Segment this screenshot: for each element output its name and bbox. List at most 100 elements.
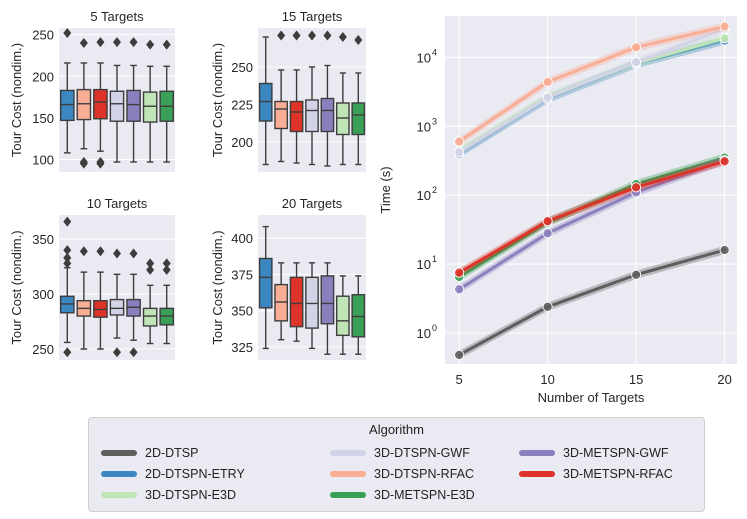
box-3D-DTSPN-E3D [142, 258, 158, 345]
flier [146, 39, 155, 50]
box-iqr [274, 100, 289, 130]
box-3D-DTSPN-GWF [109, 248, 125, 358]
data-point [719, 21, 730, 32]
series-3D-DTSPN-GWF [454, 23, 730, 158]
flier [96, 158, 105, 169]
legend-label: 3D-DTSPN-RFAC [374, 467, 475, 481]
series-2D-DTSP [454, 244, 730, 361]
legend-label: 3D-METSPN-RFAC [563, 467, 673, 481]
box-3D-DTSPN-E3D [335, 32, 350, 166]
box-3D-DTSPN-E3D [142, 39, 158, 163]
box-3D-METSPN-E3D [351, 35, 366, 166]
box-iqr [305, 99, 319, 133]
y-tick-label: 375 [231, 267, 253, 282]
data-point [454, 267, 465, 278]
flier [63, 252, 72, 263]
boxplot-panel-1: 100 150 200 250 5 Targets Tour Cost (nondim.) [9, 9, 175, 172]
series-line [457, 248, 727, 357]
box-3D-METSPN-GWF [126, 37, 141, 163]
box-iqr [258, 257, 273, 309]
flier [96, 246, 105, 257]
box-3D-METSPN-RFAC [93, 37, 108, 169]
data-point [719, 244, 730, 256]
legend-label: 2D-DTSPN-ETRY [145, 467, 245, 481]
legend-swatch [519, 450, 555, 456]
box-3D-DTSPN-GWF [305, 262, 319, 350]
flier [63, 27, 72, 38]
flier [113, 37, 121, 48]
y-tick-label: 100 [32, 153, 54, 168]
panel-title: 10 Targets [87, 196, 148, 211]
y-tick-label: 250 [32, 28, 54, 43]
legend-item-2d-dtsp: 2D-DTSP [101, 444, 198, 462]
box-2D-DTSPN-ETRY [59, 216, 75, 358]
data-point [542, 216, 553, 227]
box-3D-DTSPN-RFAC [274, 262, 289, 341]
legend-title: Algorithm [369, 422, 424, 437]
data-point [542, 228, 553, 239]
y-tick-label: 10 [417, 188, 431, 203]
box-3D-METSPN-RFAC [289, 262, 304, 342]
legend-swatch [330, 471, 366, 477]
box-3D-METSPN-RFAC [93, 246, 108, 350]
flier [338, 32, 347, 42]
x-axis-label: Number of Targets [538, 390, 645, 405]
data-point [454, 284, 465, 295]
flier [96, 37, 105, 48]
flier [63, 258, 72, 269]
box-iqr [142, 307, 158, 327]
data-point [719, 156, 730, 167]
legend-item-3d-metspn-e3d: 3D-METSPN-E3D [330, 486, 475, 504]
flier [292, 30, 301, 41]
y-tick-exponent: 0 [432, 323, 437, 333]
box-3D-METSPN-E3D [159, 39, 175, 163]
series-3D-DTSPN-RFAC [454, 21, 730, 147]
series-line [457, 27, 727, 154]
box-3D-METSPN-E3D [351, 275, 366, 355]
y-tick-exponent: 4 [432, 47, 437, 57]
legend-item-3d-dtspn-e3d: 3D-DTSPN-E3D [101, 486, 236, 504]
series-line [457, 159, 727, 275]
legend-item-2d-dtspn-etry: 2D-DTSPN-ETRY [101, 465, 245, 483]
y-tick-label: 200 [32, 69, 54, 84]
box-iqr [258, 82, 273, 122]
data-point [631, 42, 642, 53]
x-tick-label: 15 [629, 372, 643, 387]
flier [79, 246, 88, 257]
legend-swatch [101, 492, 137, 498]
box-3D-DTSPN-GWF [305, 30, 319, 166]
box-iqr [289, 276, 304, 328]
box-3D-DTSPN-RFAC [76, 246, 92, 350]
y-tick-label: 10 [417, 119, 431, 134]
box-iqr [76, 88, 92, 121]
box-iqr [320, 275, 335, 325]
legend-swatch [330, 450, 366, 456]
box-iqr [351, 294, 366, 338]
x-tick-label: 20 [717, 372, 731, 387]
box-iqr [109, 298, 125, 316]
legend-swatch [101, 450, 137, 456]
legend: Algorithm 2D-DTSP 3D-DTSPN-GWF 3D-METSPN-G… [88, 417, 705, 512]
y-tick-label: 200 [231, 135, 253, 150]
flier [113, 347, 121, 358]
flier [129, 37, 138, 48]
legend-swatch [101, 471, 137, 477]
y-tick-exponent: 3 [432, 116, 437, 126]
legend-swatch [519, 471, 555, 477]
flier [63, 245, 72, 256]
box-3D-METSPN-GWF [320, 262, 335, 355]
data-point [454, 147, 465, 158]
flier [162, 39, 171, 50]
data-point [631, 57, 642, 68]
y-tick-label: 350 [32, 232, 54, 247]
x-tick-label: 10 [540, 372, 554, 387]
y-tick-label: 150 [32, 111, 54, 126]
legend-label: 3D-METSPN-GWF [563, 446, 669, 460]
y-axis-label: Tour Cost (nondim.) [9, 43, 24, 157]
flier [79, 158, 88, 169]
y-axis-label: Tour Cost (nondim.) [210, 230, 225, 344]
box-3D-METSPN-GWF [126, 248, 141, 358]
box-iqr [109, 90, 125, 122]
